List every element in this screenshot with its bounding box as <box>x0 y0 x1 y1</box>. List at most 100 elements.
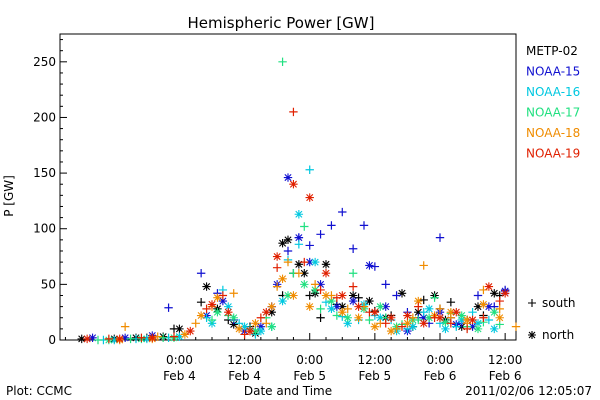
data-point-south <box>316 313 325 322</box>
data-point-north <box>457 315 466 325</box>
data-point-north <box>414 307 423 317</box>
data-point-north <box>267 322 276 331</box>
data-point-north <box>218 296 228 306</box>
y-tick-label: 200 <box>33 110 56 124</box>
data-point-south <box>381 319 390 328</box>
footer-timestamp: 2011/02/06 12:05:07 <box>465 384 592 398</box>
data-point-north <box>441 324 450 334</box>
data-point-south <box>495 304 504 314</box>
data-point-north <box>370 307 380 317</box>
data-point-south <box>495 296 504 306</box>
data-point-south <box>229 289 238 298</box>
x-axis-ticks: 0:00 Feb 4 12:00 Feb 4 0:00 Feb 5 12:00 Feb 5 0:… <box>64 333 523 383</box>
data-point-north <box>180 330 190 339</box>
data-point-north <box>283 291 293 300</box>
data-point-north <box>305 193 314 202</box>
data-point-south <box>104 334 114 344</box>
x-tick-date-label: Feb 4 <box>228 369 261 383</box>
legend-entry: NOAA-17 <box>526 106 580 120</box>
marker-legend-label: south <box>542 296 576 310</box>
x-tick-date-label: Feb 4 <box>163 369 196 383</box>
data-point-north <box>338 291 347 300</box>
data-point-north <box>229 313 238 322</box>
x-tick-date-label: Feb 6 <box>424 369 457 383</box>
data-point-north <box>338 307 347 317</box>
data-point-north <box>234 324 244 334</box>
data-point-north <box>376 313 385 322</box>
data-point-north <box>175 332 184 341</box>
x-tick-date-label: Feb 6 <box>489 369 522 383</box>
data-point-north <box>213 307 222 317</box>
data-point-south <box>430 293 439 302</box>
data-point-north <box>365 261 374 270</box>
data-point-south <box>479 313 488 322</box>
data-point-north <box>82 334 92 344</box>
data-point-north <box>419 319 428 328</box>
data-point-north <box>473 302 483 311</box>
data-point-south <box>169 332 179 341</box>
data-point-north <box>452 307 461 317</box>
marker-legend-symbol <box>528 331 536 339</box>
data-point-south <box>300 222 309 231</box>
data-point-north <box>376 302 385 311</box>
data-point-north <box>468 322 477 331</box>
data-point-north <box>115 334 124 344</box>
data-point-north <box>310 285 320 295</box>
data-point-north <box>175 324 184 334</box>
legend-entry: NOAA-15 <box>526 65 580 79</box>
data-point-north <box>419 313 428 322</box>
marker-legend-label: north <box>542 328 574 342</box>
data-point-north <box>473 319 483 328</box>
data-point-south <box>473 291 483 300</box>
data-point-north <box>321 260 331 269</box>
data-point-south <box>120 322 130 331</box>
data-point-north <box>262 307 271 317</box>
data-point-north <box>300 280 309 289</box>
data-point-north <box>327 296 336 306</box>
data-point-south <box>419 295 428 305</box>
y-tick-label: 0 <box>48 333 56 347</box>
data-point-south <box>316 285 325 295</box>
data-point-north <box>386 313 396 322</box>
data-point-north <box>495 313 504 322</box>
data-point-south <box>370 262 380 271</box>
data-point-north <box>348 291 358 300</box>
data-point-south <box>126 334 135 344</box>
data-point-north <box>473 324 483 334</box>
data-point-north <box>332 302 342 311</box>
data-point-south <box>381 280 390 289</box>
x-tick-time-label: 12:00 <box>488 353 523 367</box>
data-point-north <box>213 293 222 302</box>
data-point-south <box>218 291 228 300</box>
data-point-north <box>289 180 298 189</box>
data-point-north <box>256 322 266 331</box>
data-point-south <box>158 333 168 342</box>
data-point-south <box>365 315 374 325</box>
data-point-north <box>294 233 304 242</box>
data-point-south <box>202 304 211 314</box>
data-point-south <box>397 322 407 331</box>
data-point-north <box>294 210 304 219</box>
data-point-north <box>484 282 494 291</box>
data-point-north <box>283 235 293 245</box>
legend-entry: NOAA-19 <box>526 147 580 161</box>
data-point-north <box>327 304 336 314</box>
data-point-south <box>196 297 206 307</box>
data-point-south <box>338 207 347 217</box>
data-point-north <box>267 302 276 311</box>
data-point-south <box>327 221 336 230</box>
plot-frame <box>59 33 517 341</box>
series-legend: METP-02 NOAA-15 NOAA-16 NOAA-17 NOAA-18 NOAA-… <box>526 44 580 161</box>
data-point-south <box>392 291 401 300</box>
data-point-south <box>348 269 358 278</box>
data-point-south <box>294 240 304 249</box>
data-point-north <box>348 296 358 306</box>
data-point-north <box>365 296 374 306</box>
data-point-north <box>148 333 157 342</box>
data-point-north <box>240 322 249 331</box>
data-point-north <box>424 304 434 314</box>
data-point-north <box>500 289 510 298</box>
data-point-north <box>354 302 363 311</box>
data-point-north <box>441 317 450 327</box>
data-point-north <box>278 238 287 248</box>
